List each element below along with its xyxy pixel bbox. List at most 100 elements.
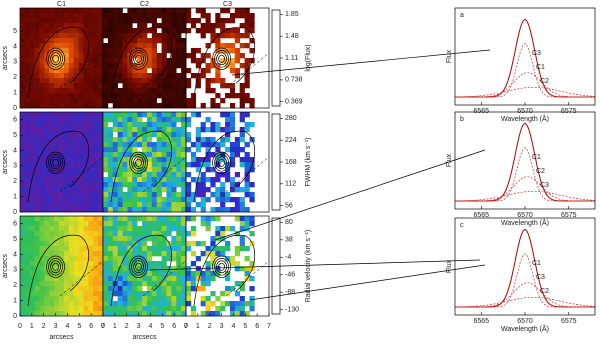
map-pixel bbox=[68, 157, 75, 163]
map-pixel bbox=[151, 221, 158, 227]
map-pixel bbox=[200, 281, 206, 287]
map-pixel bbox=[190, 152, 197, 158]
map-pixel bbox=[112, 251, 118, 257]
map-pixel bbox=[63, 197, 70, 203]
map-pixel bbox=[73, 177, 79, 183]
map-pixel bbox=[20, 103, 26, 109]
map-pixel bbox=[63, 187, 70, 193]
map-pixel bbox=[181, 236, 187, 242]
map-pixel bbox=[151, 28, 158, 34]
map-pixel bbox=[34, 73, 40, 79]
map-pixel bbox=[132, 311, 138, 317]
map-pixel bbox=[112, 68, 118, 74]
map-pixel bbox=[234, 172, 241, 178]
y-tick-label: 4 bbox=[13, 251, 17, 258]
y-tick-label: 5 bbox=[13, 28, 17, 35]
map-pixel bbox=[244, 98, 250, 104]
map-pixel bbox=[59, 251, 65, 257]
map-pixel bbox=[205, 197, 211, 203]
map-pixel bbox=[54, 306, 60, 312]
map-pixel bbox=[49, 78, 55, 84]
map-pixel bbox=[215, 231, 221, 237]
map-pixel bbox=[44, 13, 50, 19]
map-pixel bbox=[20, 226, 26, 232]
map-pixel bbox=[20, 33, 26, 39]
map-pixel bbox=[234, 53, 241, 59]
map-pixel bbox=[29, 301, 35, 307]
map-pixel bbox=[73, 8, 79, 14]
map-pixel bbox=[156, 236, 162, 242]
map-pixel bbox=[103, 53, 109, 59]
map-pixel bbox=[117, 152, 123, 158]
map-pixel bbox=[146, 98, 153, 104]
map-pixel bbox=[83, 251, 89, 257]
map-pixel bbox=[122, 172, 128, 178]
map-pixel bbox=[68, 152, 75, 158]
map-pixel bbox=[88, 68, 94, 74]
map-pixel bbox=[73, 53, 79, 59]
map-pixel bbox=[205, 162, 211, 168]
map-pixel bbox=[103, 202, 109, 208]
map-pixel bbox=[68, 251, 75, 257]
map-pixel bbox=[34, 112, 40, 118]
map-pixel bbox=[117, 291, 123, 297]
map-pixel bbox=[68, 162, 75, 168]
map-pixel bbox=[186, 197, 192, 203]
map-pixel bbox=[166, 38, 172, 44]
map-pixel bbox=[107, 276, 114, 282]
map-pixel bbox=[229, 93, 236, 99]
component bbox=[455, 190, 596, 202]
map-pixel bbox=[63, 167, 70, 173]
map-pixel bbox=[88, 33, 94, 39]
contour bbox=[27, 234, 89, 307]
contour bbox=[216, 52, 227, 66]
map-pixel bbox=[161, 58, 167, 64]
map-pixel bbox=[107, 68, 114, 74]
map-pixel bbox=[78, 18, 84, 24]
map-pixel bbox=[54, 172, 60, 178]
map-pixel bbox=[186, 122, 192, 128]
map-pixel bbox=[78, 8, 84, 14]
map-pixel bbox=[24, 236, 31, 242]
map-pixel bbox=[142, 33, 148, 39]
map-pixel bbox=[103, 122, 109, 128]
map-pixel bbox=[215, 68, 221, 74]
map-pixel bbox=[249, 301, 255, 307]
map-pixel bbox=[229, 306, 236, 312]
map-pixel bbox=[244, 73, 250, 79]
map-pixel bbox=[34, 157, 40, 163]
map-pixel bbox=[132, 147, 138, 153]
map-pixel bbox=[78, 73, 84, 79]
map-pixel bbox=[20, 162, 26, 168]
map-pixel bbox=[117, 241, 123, 247]
map-pixel bbox=[229, 63, 236, 69]
map-pixel bbox=[171, 88, 177, 94]
map-pixel bbox=[156, 261, 162, 267]
map-pixel bbox=[122, 216, 128, 222]
map-pixel bbox=[190, 103, 197, 109]
map-pixel bbox=[132, 221, 138, 227]
map-pixel bbox=[151, 103, 158, 109]
map-pixel bbox=[176, 53, 182, 59]
map-pixel bbox=[205, 216, 211, 222]
map-pixel bbox=[151, 152, 158, 158]
map-pixel bbox=[190, 306, 197, 312]
map-pixel bbox=[39, 142, 45, 148]
map-pixel bbox=[59, 261, 65, 267]
map-pixel bbox=[103, 33, 109, 39]
map-pixel bbox=[215, 162, 221, 168]
x-tick-label: 5 bbox=[243, 323, 247, 330]
map-pixel bbox=[73, 73, 79, 79]
map-pixel bbox=[93, 58, 99, 64]
map-pixel bbox=[176, 261, 182, 267]
map-pixel bbox=[88, 192, 94, 198]
map-pixel bbox=[29, 162, 35, 168]
map-pixel bbox=[215, 93, 221, 99]
map-pixel bbox=[161, 23, 167, 29]
map-pixel bbox=[39, 98, 45, 104]
map-pixel bbox=[103, 231, 109, 237]
map-pixel bbox=[98, 162, 104, 168]
map-pixel bbox=[39, 83, 45, 89]
map-pixel bbox=[122, 182, 128, 188]
map-pixel bbox=[225, 83, 231, 89]
